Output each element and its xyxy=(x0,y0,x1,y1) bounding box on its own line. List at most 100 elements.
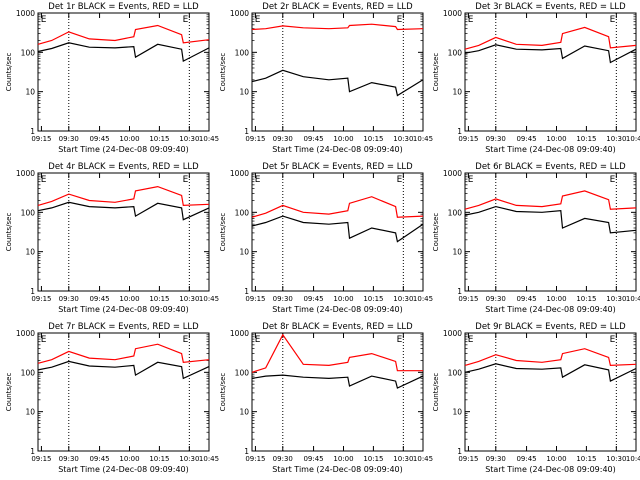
x-axis-label: Start Time (24-Dec-08 09:09:40) xyxy=(485,465,616,474)
lld-rate-line xyxy=(251,196,424,218)
x-tick-label: 10:45 xyxy=(626,455,640,463)
x-tick-label: 10:45 xyxy=(199,135,219,143)
x-axis-label: Start Time (24-Dec-08 09:09:40) xyxy=(272,305,403,314)
x-tick-label: 09:30 xyxy=(59,295,79,303)
lld-rate-line xyxy=(37,185,210,207)
x-tick-label: 10:45 xyxy=(413,295,433,303)
panel-title: Det 3r BLACK = Events, RED = LLD xyxy=(475,2,626,12)
x-tick-label: 09:30 xyxy=(273,135,293,143)
plot-frame xyxy=(464,12,637,132)
x-axis-label: Start Time (24-Dec-08 09:09:40) xyxy=(272,145,403,154)
plot-frame xyxy=(37,332,210,452)
x-tick-label: 09:30 xyxy=(486,455,506,463)
x-tick-label: 10:00 xyxy=(333,295,353,303)
y-tick-label: 1 xyxy=(244,287,249,296)
y-tick-label: 1 xyxy=(457,447,462,456)
x-tick-label: 09:45 xyxy=(89,295,109,303)
x-tick-label: 09:15 xyxy=(458,455,478,463)
y-tick-label: 10 xyxy=(25,408,35,417)
x-tick-label: 10:30 xyxy=(179,455,199,463)
y-tick-label: 1000 xyxy=(16,169,35,178)
y-tick-label: 10 xyxy=(25,248,35,257)
y-tick-label: 1 xyxy=(244,447,249,456)
event-marker-label: E xyxy=(397,175,403,185)
y-tick-label: 1 xyxy=(30,287,35,296)
x-tick-label: 09:45 xyxy=(516,455,536,463)
x-tick-label: 10:45 xyxy=(199,295,219,303)
x-tick-label: 09:45 xyxy=(303,455,323,463)
y-tick-label: 100 xyxy=(235,208,250,217)
x-tick-label: 10:00 xyxy=(546,135,566,143)
y-tick-label: 100 xyxy=(21,368,36,377)
y-tick-label: 10 xyxy=(239,88,249,97)
y-tick-label: 10 xyxy=(239,248,249,257)
x-tick-label: 10:30 xyxy=(179,135,199,143)
plot-frame xyxy=(251,172,424,292)
y-tick-label: 100 xyxy=(448,368,463,377)
panel-title: Det 5r BLACK = Events, RED = LLD xyxy=(262,162,413,172)
event-marker-label: E xyxy=(183,15,189,25)
y-axis-label: Counts/sec xyxy=(432,373,440,412)
event-marker-label: E xyxy=(255,15,261,25)
y-axis-label: Counts/sec xyxy=(219,373,227,412)
plot-frame xyxy=(251,332,424,452)
y-axis-label: Counts/sec xyxy=(5,213,13,252)
y-axis-label: Counts/sec xyxy=(5,373,13,412)
lld-rate-line xyxy=(464,348,637,367)
event-rate-line xyxy=(251,69,424,97)
event-marker-label: E xyxy=(41,335,47,345)
y-axis-label: Counts/sec xyxy=(432,53,440,92)
y-tick-label: 10 xyxy=(452,88,462,97)
event-marker-label: E xyxy=(610,335,616,345)
x-tick-label: 10:45 xyxy=(199,455,219,463)
y-tick-label: 10 xyxy=(25,88,35,97)
x-tick-label: 10:00 xyxy=(333,455,353,463)
plot-frame xyxy=(464,172,637,292)
x-axis-label: Start Time (24-Dec-08 09:09:40) xyxy=(485,305,616,314)
x-axis-label: Start Time (24-Dec-08 09:09:40) xyxy=(272,465,403,474)
panel-title: Det 9r BLACK = Events, RED = LLD xyxy=(475,322,626,332)
event-rate-line xyxy=(37,360,210,380)
x-tick-label: 10:30 xyxy=(393,455,413,463)
event-marker-label: E xyxy=(610,15,616,25)
x-tick-label: 10:00 xyxy=(546,455,566,463)
x-tick-label: 09:30 xyxy=(273,295,293,303)
event-marker-label: E xyxy=(397,15,403,25)
x-tick-label: 09:15 xyxy=(245,455,265,463)
y-tick-label: 1000 xyxy=(443,329,462,338)
plot-frame xyxy=(37,12,210,132)
x-tick-label: 10:00 xyxy=(333,135,353,143)
x-axis-label: Start Time (24-Dec-08 09:09:40) xyxy=(58,465,189,474)
event-marker-label: E xyxy=(397,335,403,345)
y-tick-label: 1000 xyxy=(16,329,35,338)
y-tick-label: 1 xyxy=(30,447,35,456)
y-tick-label: 1000 xyxy=(443,9,462,18)
lld-rate-line xyxy=(251,23,424,31)
x-tick-label: 10:15 xyxy=(149,455,169,463)
x-tick-label: 10:00 xyxy=(119,295,139,303)
x-tick-label: 09:15 xyxy=(458,295,478,303)
event-rate-line xyxy=(464,44,637,64)
x-tick-label: 10:30 xyxy=(606,135,626,143)
x-tick-label: 10:45 xyxy=(626,295,640,303)
event-rate-line xyxy=(37,42,210,63)
x-tick-label: 09:30 xyxy=(59,135,79,143)
y-tick-label: 1 xyxy=(244,127,249,136)
y-tick-label: 1000 xyxy=(230,169,249,178)
x-tick-label: 09:30 xyxy=(59,455,79,463)
x-tick-label: 10:30 xyxy=(179,295,199,303)
y-tick-label: 100 xyxy=(21,208,36,217)
x-tick-label: 10:15 xyxy=(576,455,596,463)
x-tick-label: 10:00 xyxy=(119,135,139,143)
x-tick-label: 09:30 xyxy=(486,135,506,143)
plot-frame xyxy=(464,332,637,452)
y-tick-label: 1 xyxy=(30,127,35,136)
x-tick-label: 09:30 xyxy=(273,455,293,463)
y-axis-label: Counts/sec xyxy=(219,213,227,252)
